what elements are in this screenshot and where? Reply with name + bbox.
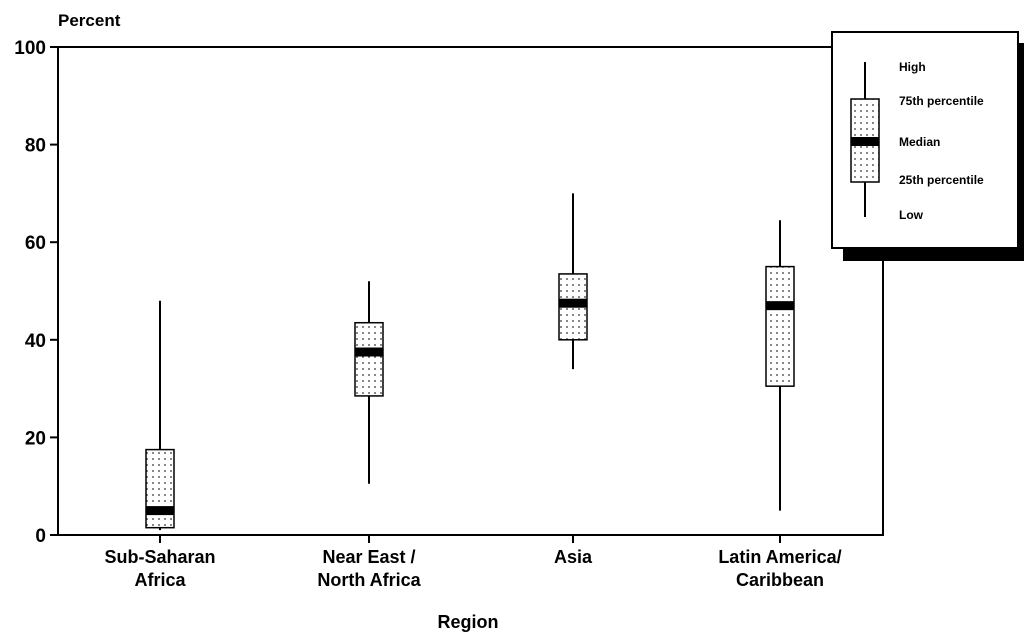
x-tick-label: Sub-Saharan [104,547,215,567]
x-tick-label: Caribbean [736,570,824,590]
x-tick-label: Near East / [322,547,415,567]
y-tick-label: 80 [25,136,46,157]
plot-frame [57,46,884,536]
legend-high: High [899,60,926,74]
x-axis-label: Region [438,612,499,632]
x-tick-label: Asia [554,547,593,567]
y-tick-label: 0 [35,526,46,547]
iqr-box [765,265,795,387]
y-axis-label: Percent [58,11,121,30]
box-group: Sub-Saharan Africa [104,300,216,590]
y-tick-label: 60 [25,233,46,254]
iqr-box [145,448,175,529]
median-bar [355,347,383,357]
y-tick-label: 20 [25,428,46,449]
y-tick-label: 100 [14,38,46,59]
x-tick-label: Africa [134,570,186,590]
legend-median-bar [851,137,879,146]
box-group: Near East / North Africa [317,281,422,590]
median-bar [766,301,794,311]
legend: High 75th percentile Median 25th percent… [831,31,1024,261]
legend-25th: 25th percentile [899,173,984,187]
box-group: Latin America/Caribbean [718,220,842,590]
iqr-box [354,321,384,397]
legend-75th: 75th percentile [899,94,984,108]
x-tick-label: North Africa [317,570,421,590]
median-bar [146,506,174,516]
y-tick-label: 40 [25,331,46,352]
box-group: Asia [554,193,593,567]
legend-low: Low [899,208,924,222]
median-bar [559,298,587,308]
legend-median: Median [899,135,940,149]
x-tick-label: Latin America/ [718,547,841,567]
